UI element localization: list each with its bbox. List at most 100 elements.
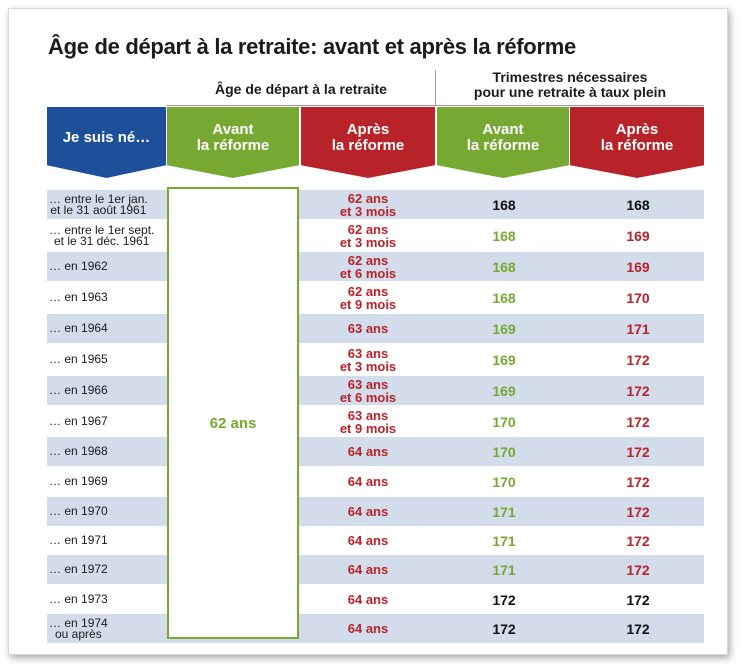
born-text: … en 1974 ou après <box>49 615 108 641</box>
header-born: Je suis né… <box>47 107 166 178</box>
age-after-cell: 63 ans et 3 mois <box>301 345 435 374</box>
trimestres-before-cell: 168 <box>492 258 516 275</box>
age-after-text: 64 ans <box>347 592 389 607</box>
age-after-cell: 63 ans et 9 mois <box>301 407 435 436</box>
header-born-label: Je suis né… <box>62 128 151 146</box>
born-cell: … en 1968 <box>47 437 171 466</box>
age-before-merged-cell: 62 ans <box>167 187 299 639</box>
trimestres-after-cell: 172 <box>626 351 650 368</box>
born-text: … en 1964 <box>49 321 108 335</box>
table-row: … en 1972 64 ans 171 172 <box>47 555 704 584</box>
header-age-after-label: Après la réforme <box>331 120 405 154</box>
age-after-text: 63 ans et 3 mois <box>339 345 397 374</box>
age-after-text: 64 ans <box>347 533 389 548</box>
trimestres-after-cell: 169 <box>626 258 650 275</box>
trimestres-after-cell: 172 <box>626 443 650 460</box>
trimestres-after-cell: 170 <box>626 289 650 306</box>
group-label-trimestres-text: Trimestres nécessaires pour une retraite… <box>473 69 667 100</box>
group-label-age: Âge de départ à la retraite <box>215 81 387 97</box>
born-text: … en 1966 <box>49 383 108 397</box>
age-after-cell: 63 ans et 6 mois <box>301 376 435 405</box>
age-after-cell: 64 ans <box>301 555 435 584</box>
trimestres-after-cell: 172 <box>626 503 650 520</box>
age-after-text: 62 ans et 9 mois <box>339 283 397 312</box>
trimestres-before-cell: 171 <box>492 561 516 578</box>
table-row: … entre le 1er sept. et le 31 déc. 1961 6… <box>47 221 704 250</box>
header-age-before: Avant la réforme <box>167 107 299 178</box>
trimestres-after-cell: 169 <box>626 227 650 244</box>
trimestres-after-cell: 172 <box>626 620 650 637</box>
header-trimestres-before: Avant la réforme <box>437 107 569 178</box>
age-after-cell: 64 ans <box>301 467 435 496</box>
header-age-before-label: Avant la réforme <box>196 120 270 154</box>
born-cell: … en 1969 <box>47 467 171 496</box>
trimestres-after-cell: 172 <box>626 561 650 578</box>
header-trimestres-after-label: Après la réforme <box>600 120 674 154</box>
age-after-text: 64 ans <box>347 621 389 636</box>
group-vertical-separator <box>435 70 436 106</box>
born-text: … en 1962 <box>49 259 108 273</box>
born-cell: … en 1966 <box>47 376 171 405</box>
trimestres-before-cell: 170 <box>492 443 516 460</box>
born-text: … en 1969 <box>49 474 108 488</box>
table-row: … en 1968 64 ans 170 172 <box>47 437 704 466</box>
table-row: … en 1966 63 ans et 6 mois 169 172 <box>47 376 704 405</box>
trimestres-before-cell: 168 <box>492 289 516 306</box>
table-row: … en 1973 64 ans 172 172 <box>47 585 704 614</box>
trimestres-before-cell: 168 <box>492 227 516 244</box>
age-after-cell: 63 ans <box>301 314 435 343</box>
born-text: … entre le 1er sept. et le 31 déc. 1961 <box>49 222 155 248</box>
age-after-cell: 62 ans et 3 mois <box>301 190 435 219</box>
trimestres-before-cell: 169 <box>492 320 516 337</box>
born-cell: … en 1962 <box>47 252 171 281</box>
born-text: … en 1968 <box>49 444 108 458</box>
age-after-cell: 64 ans <box>301 585 435 614</box>
trimestres-before-cell: 170 <box>492 473 516 490</box>
age-after-text: 62 ans et 6 mois <box>339 252 397 281</box>
trimestres-before-cell: 171 <box>492 503 516 520</box>
born-cell: … entre le 1er jan. et le 31 août 1961 <box>47 190 171 219</box>
age-after-cell: 62 ans et 9 mois <box>301 283 435 312</box>
age-after-text: 64 ans <box>347 562 389 577</box>
born-cell: … en 1972 <box>47 555 171 584</box>
born-cell: … en 1965 <box>47 345 171 374</box>
born-cell: … en 1973 <box>47 585 171 614</box>
born-cell: … en 1964 <box>47 314 171 343</box>
trimestres-after-cell: 172 <box>626 532 650 549</box>
table-row: … en 1970 64 ans 171 172 <box>47 497 704 526</box>
born-text: … en 1963 <box>49 290 108 304</box>
trimestres-before-cell: 169 <box>492 351 516 368</box>
table-row: … en 1964 63 ans 169 171 <box>47 314 704 343</box>
table-row: … en 1974 ou après 64 ans 172 172 <box>47 614 704 643</box>
born-cell: … en 1974 ou après <box>47 614 171 643</box>
born-text: … entre le 1er jan. et le 31 août 1961 <box>49 191 148 217</box>
trimestres-after-cell: 172 <box>626 473 650 490</box>
age-after-text: 62 ans et 3 mois <box>339 221 397 250</box>
table-row: … en 1962 62 ans et 6 mois 168 169 <box>47 252 704 281</box>
trimestres-before-cell: 170 <box>492 413 516 430</box>
age-after-cell: 62 ans et 3 mois <box>301 221 435 250</box>
trimestres-after-cell: 172 <box>626 591 650 608</box>
table-row: … en 1971 64 ans 171 172 <box>47 526 704 555</box>
age-after-cell: 64 ans <box>301 437 435 466</box>
table-row: … en 1965 63 ans et 3 mois 169 172 <box>47 345 704 374</box>
born-text: … en 1971 <box>49 533 108 547</box>
age-after-cell: 64 ans <box>301 614 435 643</box>
age-after-text: 63 ans et 6 mois <box>339 376 397 405</box>
age-after-cell: 64 ans <box>301 526 435 555</box>
born-text: … en 1965 <box>49 352 108 366</box>
trimestres-before-cell: 168 <box>492 196 516 213</box>
age-after-text: 63 ans et 9 mois <box>339 407 397 436</box>
born-text: … en 1967 <box>49 414 108 428</box>
born-cell: … en 1967 <box>47 407 171 436</box>
age-after-text: 62 ans et 3 mois <box>339 190 397 219</box>
born-cell: … entre le 1er sept. et le 31 déc. 1961 <box>47 221 171 250</box>
born-text: … en 1970 <box>49 504 108 518</box>
age-after-text: 64 ans <box>347 444 389 459</box>
trimestres-before-cell: 172 <box>492 591 516 608</box>
born-cell: … en 1970 <box>47 497 171 526</box>
born-text: … en 1972 <box>49 562 108 576</box>
age-after-text: 64 ans <box>347 474 389 489</box>
age-before-value: 62 ans <box>209 414 257 432</box>
age-after-cell: 64 ans <box>301 497 435 526</box>
